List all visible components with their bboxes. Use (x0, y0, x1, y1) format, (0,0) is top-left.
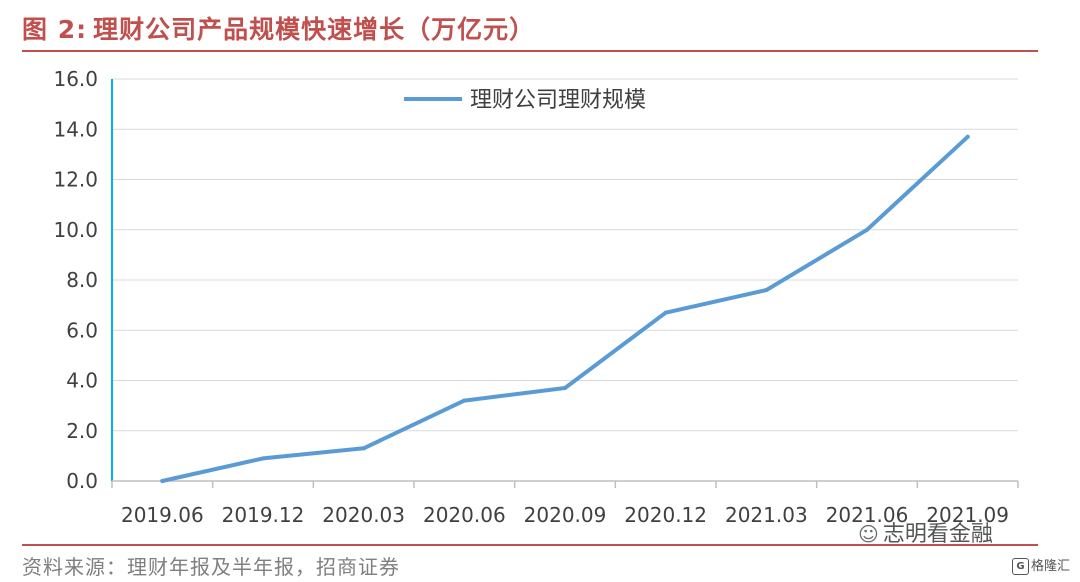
data-point (261, 456, 265, 461)
x-tick-label: 2021.09 (926, 503, 1009, 527)
y-tick-label: 0.0 (66, 469, 98, 493)
x-tick-label: 2019.12 (222, 503, 305, 527)
line-chart: 0.0 2.0 4.0 6.0 8.0 10.0 12.0 14.0 16.0 2019.06 20… (53, 67, 1019, 527)
watermark-text: 志明看金融 (882, 522, 993, 547)
y-tick-label: 14.0 (53, 117, 98, 141)
watermark: ☺ 志明看金融 (858, 514, 993, 554)
footer-rule (22, 544, 1038, 546)
source-note: 资料来源：理财年报及半年报，招商证券 (22, 555, 400, 579)
y-tick-label: 6.0 (66, 318, 98, 342)
data-point (160, 479, 165, 483)
x-tick-label: 2020.03 (322, 503, 405, 527)
y-tick-label: 16.0 (53, 67, 98, 91)
x-tick-label: 2021.03 (725, 503, 808, 527)
title-rule (22, 50, 1038, 52)
y-tick-label: 12.0 (53, 168, 98, 192)
brand-text: 格隆汇 (1030, 559, 1070, 574)
brand-logo: G 格隆汇 (1011, 556, 1070, 578)
x-tick-label: 2020.06 (423, 503, 506, 527)
series-line (160, 134, 970, 483)
data-point (764, 288, 769, 293)
legend-label: 理财公司理财规模 (470, 88, 646, 113)
figure-label: 图 2: (22, 15, 88, 44)
figure-title: 图 2: 理财公司产品规模快速增长（万亿元） (22, 10, 535, 50)
gelonghui-logo-icon: G (1011, 558, 1029, 575)
y-tick-label: 4.0 (66, 369, 98, 393)
y-tick-label: 10.0 (53, 218, 98, 242)
x-tick-label: 2020.12 (624, 503, 707, 527)
wechat-icon: ☺ (858, 522, 879, 546)
data-point (462, 398, 467, 403)
x-tick-label: 2019.06 (121, 503, 204, 527)
data-point (663, 310, 668, 315)
data-point (865, 227, 869, 232)
data-point (563, 386, 567, 391)
y-tick-label: 8.0 (66, 268, 98, 292)
data-point (361, 446, 366, 451)
x-tick-label: 2020.09 (524, 503, 607, 527)
y-tick-label: 2.0 (66, 419, 98, 443)
x-tick-label: 2021.06 (826, 503, 909, 527)
figure-title-text: 理财公司产品规模快速增长（万亿元） (93, 15, 536, 44)
data-point (965, 134, 970, 139)
